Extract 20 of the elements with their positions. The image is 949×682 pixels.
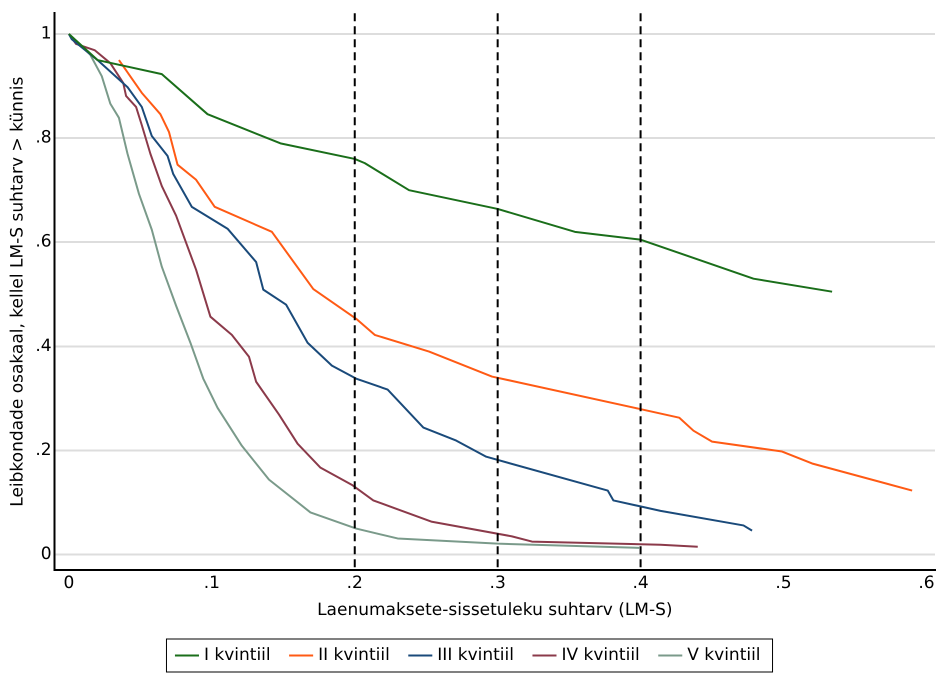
y-tick-label: .6	[35, 232, 52, 252]
x-tick-label: .2	[346, 572, 363, 593]
x-tick-label: 0	[64, 572, 74, 593]
x-tick-label: .5	[775, 572, 792, 593]
x-axis-title: Laenumaksete-sissetuleku suhtarv (LM-S)	[317, 600, 673, 620]
y-tick-label: 1	[40, 23, 52, 44]
y-axis-title: Leibkondade osakaal, kellel LM-S suhtarv > künnis	[8, 76, 28, 507]
x-tick-label: .1	[204, 572, 220, 593]
x-tick-label: .6	[918, 572, 935, 593]
y-tick-label: 0	[40, 544, 52, 564]
y-tick-label: .4	[35, 336, 52, 356]
legend-label: III kvintiil	[437, 644, 514, 665]
y-tick-label: .2	[35, 440, 52, 460]
legend-label: V kvintiil	[687, 644, 761, 665]
x-tick-label: .3	[490, 572, 506, 593]
legend-label: IV kvintiil	[561, 644, 640, 665]
legend-label: II kvintiil	[318, 644, 390, 665]
x-tick-label: .4	[632, 572, 649, 593]
y-tick-label: .8	[35, 128, 52, 148]
legend-label: I kvintiil	[204, 644, 271, 665]
